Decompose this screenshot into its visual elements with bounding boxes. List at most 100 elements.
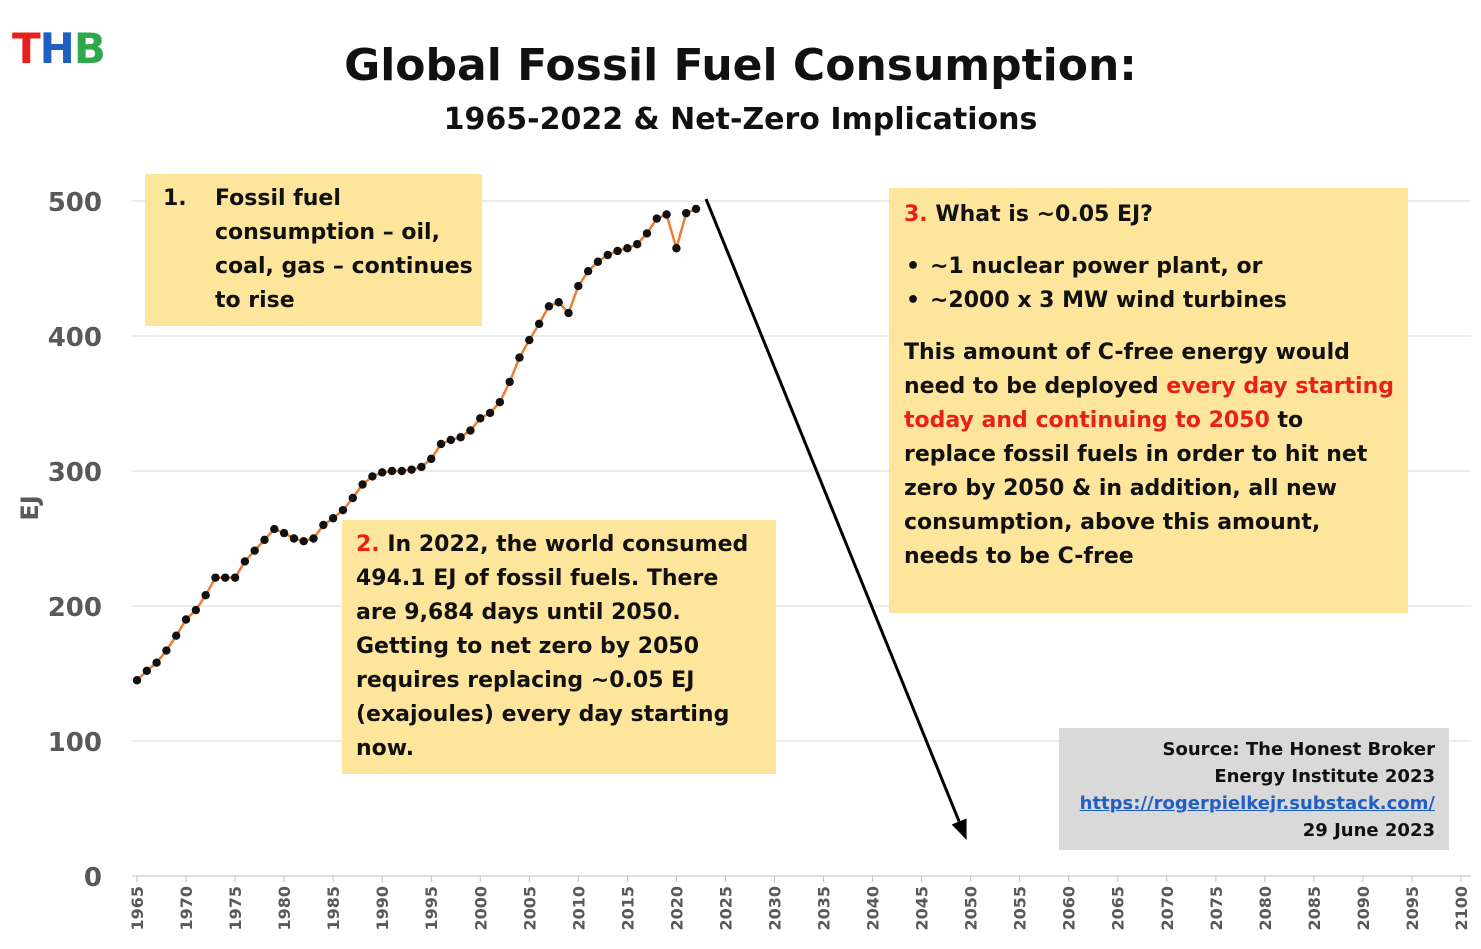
x-tick-label: 2035 <box>815 886 834 931</box>
x-tick-label: 2080 <box>1256 886 1275 931</box>
data-point <box>328 514 338 523</box>
y-tick-label: 300 <box>48 458 102 488</box>
data-point <box>662 210 671 219</box>
paragraph-highlight: every day starting today and continuing … <box>904 374 1395 433</box>
x-tick-label: 2100 <box>1452 886 1471 931</box>
data-point <box>191 605 201 615</box>
logo-letter: B <box>73 24 106 73</box>
annotation-3-heading-text: What is ~0.05 EJ? <box>935 202 1153 227</box>
chart-subtitle: 1965-2022 & Net-Zero Implications <box>443 102 1038 137</box>
x-tick-label: 2050 <box>962 886 981 931</box>
data-point <box>525 335 534 345</box>
data-point <box>544 302 554 311</box>
annotation-1-number: 1. <box>163 186 187 211</box>
y-axis-label: EJ <box>16 495 44 520</box>
y-tick-labels: 0 100 200 300 400 500 <box>48 188 102 893</box>
x-tick-label: 2055 <box>1011 886 1030 931</box>
x-tick-label: 2045 <box>913 886 932 931</box>
logo-letter: H <box>39 24 75 73</box>
source-link[interactable]: https://rogerpielkejr.substack.com/ <box>1079 793 1435 814</box>
annotation-3-paragraph: This amount of C-free energy would need … <box>904 336 1398 574</box>
data-point <box>250 546 259 555</box>
data-point <box>456 433 465 442</box>
data-point <box>642 229 652 238</box>
data-point <box>211 573 220 582</box>
data-point <box>505 377 514 387</box>
annotation-3-heading: 3. What is ~0.05 EJ? <box>904 198 1398 232</box>
data-point <box>368 472 377 481</box>
data-point <box>132 676 142 685</box>
annotation-3-number: 3. <box>904 202 928 227</box>
data-point <box>397 466 406 476</box>
x-tick-label: 2060 <box>1060 886 1079 931</box>
x-tick-label: 2090 <box>1354 886 1373 931</box>
annotation-box-2: 2. In 2022, the world consumed 494.1 EJ … <box>342 520 776 774</box>
data-point <box>652 214 661 223</box>
thb-logo: THB <box>12 28 106 70</box>
annotation-3-bullets: ~1 nuclear power plant, or ~2000 x 3 MW … <box>904 250 1398 318</box>
x-tick-label: 1985 <box>324 886 343 931</box>
data-point <box>446 435 456 445</box>
data-point <box>270 524 279 534</box>
data-point <box>427 454 436 464</box>
source-line-1: Source: The Honest Broker <box>1162 739 1435 760</box>
y-tick-label: 0 <box>84 863 102 893</box>
data-point <box>485 408 495 418</box>
data-point <box>142 666 152 675</box>
annotation-1-text: Fossil fuel consumption – oil, coal, gas… <box>215 186 473 313</box>
source-line-2: Energy Institute 2023 <box>1214 766 1435 787</box>
x-tick-label: 2005 <box>520 886 539 931</box>
logo-letter: T <box>12 24 41 73</box>
x-tick-label: 2095 <box>1403 886 1422 931</box>
data-point <box>319 520 328 530</box>
paragraph-start: This amount of C-free energy would need … <box>904 340 1350 399</box>
data-point <box>201 591 210 600</box>
y-tick-label: 500 <box>48 188 102 218</box>
data-point <box>632 240 642 249</box>
data-point <box>221 573 230 582</box>
y-tick-label: 100 <box>48 728 102 758</box>
data-point <box>564 308 573 318</box>
x-tick-label: 2010 <box>569 886 588 931</box>
data-point <box>299 537 308 546</box>
x-tick-label: 2070 <box>1158 886 1177 931</box>
data-point <box>476 414 485 423</box>
data-point <box>691 204 701 214</box>
data-point <box>377 468 387 477</box>
data-point <box>172 631 181 640</box>
x-tick-label: 2030 <box>765 886 784 931</box>
x-tick-label: 2065 <box>1109 886 1128 931</box>
x-tick-label: 2020 <box>667 886 686 931</box>
x-tick-label: 1965 <box>128 886 147 931</box>
bullet-item: ~2000 x 3 MW wind turbines <box>904 284 1398 318</box>
x-tick-label: 2075 <box>1207 886 1226 931</box>
series-line <box>136 207 697 682</box>
annotation-box-3: 3. What is ~0.05 EJ? ~1 nuclear power pl… <box>889 188 1408 613</box>
data-point <box>162 646 171 655</box>
data-point <box>309 534 318 543</box>
source-box: Source: The Honest Broker Energy Institu… <box>1059 728 1449 850</box>
annotation-box-1: 1. Fossil fuel consumption – oil, coal, … <box>145 174 482 326</box>
annotation-2-number: 2. <box>356 532 380 557</box>
data-point <box>466 426 475 435</box>
data-point <box>583 267 593 276</box>
data-point <box>417 462 426 472</box>
data-point <box>574 281 583 291</box>
y-tick-label: 200 <box>48 593 102 623</box>
x-tick-label: 1995 <box>422 886 441 931</box>
data-point <box>436 439 446 449</box>
data-point <box>495 397 505 407</box>
data-point <box>289 534 299 543</box>
data-point <box>613 246 622 256</box>
y-tick-label: 400 <box>48 323 102 353</box>
x-tick-label: 2085 <box>1305 886 1324 931</box>
data-point <box>682 208 691 218</box>
data-point <box>358 480 367 489</box>
source-date: 29 June 2023 <box>1302 820 1435 841</box>
data-point <box>230 573 240 582</box>
arrow-shaft <box>704 198 961 823</box>
net-zero-arrow <box>704 198 967 840</box>
data-point <box>348 493 357 503</box>
data-point <box>279 528 289 538</box>
x-tick-label: 1980 <box>275 886 294 931</box>
